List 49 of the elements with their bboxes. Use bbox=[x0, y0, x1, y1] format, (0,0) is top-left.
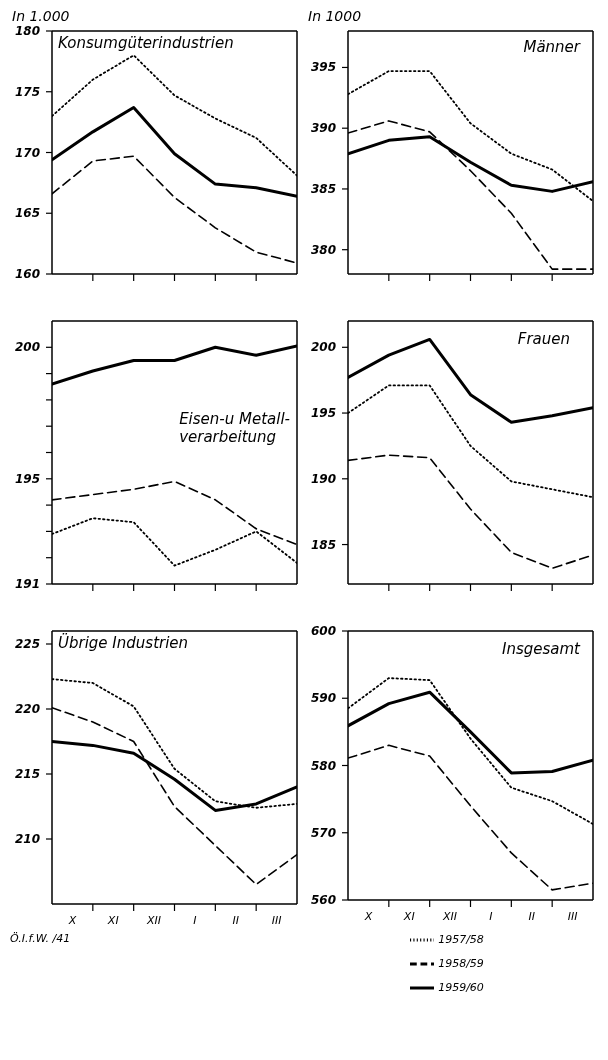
y-tick-label: 560 bbox=[310, 893, 336, 907]
x-tick-label: II bbox=[232, 914, 239, 927]
y-axis-title: In 1.000 bbox=[12, 8, 70, 24]
y-tick-label: 580 bbox=[310, 758, 336, 773]
text: Frauen bbox=[517, 330, 570, 348]
y-tick-label: 191 bbox=[14, 577, 40, 591]
y-tick-label: 190 bbox=[310, 471, 336, 486]
y-tick-label: 225 bbox=[14, 637, 40, 651]
y-tick-label: 180 bbox=[14, 24, 40, 38]
y-tick-label: 185 bbox=[310, 537, 336, 552]
y-tick-label: 200 bbox=[310, 340, 336, 355]
y-tick-label: 200 bbox=[14, 340, 40, 355]
y-tick-label: 165 bbox=[14, 206, 40, 221]
x-tick-label: II bbox=[528, 910, 535, 923]
y-tick-label: 170 bbox=[14, 145, 40, 160]
text: Eisen-u Metall- verarbeitung bbox=[179, 410, 290, 446]
x-tick-label: I bbox=[489, 910, 493, 923]
y-tick-label: 590 bbox=[310, 691, 336, 706]
y-tick-label: 215 bbox=[14, 767, 40, 781]
y-tick-label: 210 bbox=[14, 832, 40, 846]
y-tick-label: 380 bbox=[310, 242, 336, 257]
x-tick-label: XII bbox=[146, 914, 162, 927]
y-tick-label: 570 bbox=[310, 825, 336, 840]
y-tick-label: 390 bbox=[310, 121, 336, 136]
y-tick-label: 600 bbox=[310, 624, 336, 638]
y-tick-label: 395 bbox=[310, 60, 336, 75]
y-tick-label: 160 bbox=[14, 267, 40, 281]
legend-label: 1959/60 bbox=[438, 981, 484, 994]
x-tick-label: III bbox=[271, 914, 282, 927]
x-tick-label: XII bbox=[442, 910, 458, 923]
y-axis-title: In 1000 bbox=[308, 8, 362, 24]
y-tick-label: 220 bbox=[14, 702, 40, 716]
chart-title: Übrige Industrien bbox=[58, 634, 189, 652]
legend-label: 1957/58 bbox=[438, 933, 484, 946]
x-tick-label: X bbox=[67, 914, 77, 927]
text: Männer bbox=[523, 38, 580, 56]
chart-title: Konsumgüterindustrien bbox=[58, 34, 234, 52]
x-tick-label: XI bbox=[106, 914, 119, 927]
y-tick-label: 195 bbox=[310, 406, 336, 421]
x-tick-label: X bbox=[363, 910, 373, 923]
y-tick-label: 195 bbox=[14, 471, 40, 486]
legend-label: 1958/59 bbox=[438, 957, 484, 970]
text: Ö.I.f.W. /41 bbox=[9, 932, 72, 945]
y-tick-label: 385 bbox=[310, 181, 336, 196]
x-tick-label: I bbox=[193, 914, 197, 927]
x-tick-label: III bbox=[567, 910, 578, 923]
x-tick-label: XI bbox=[402, 910, 415, 923]
text: Insgesamt bbox=[502, 640, 580, 658]
y-tick-label: 175 bbox=[14, 84, 40, 99]
